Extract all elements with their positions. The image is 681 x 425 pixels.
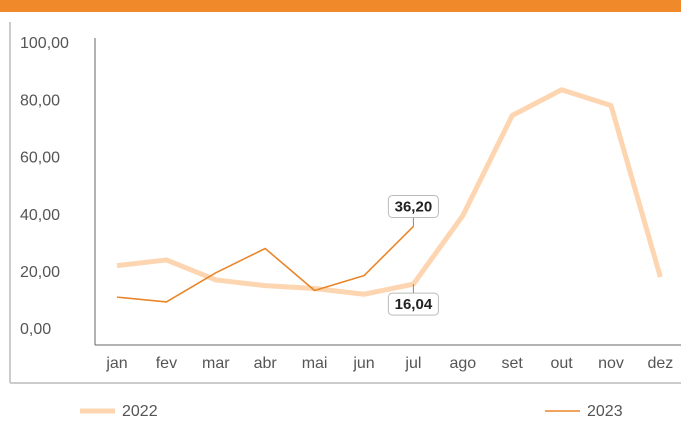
series-line xyxy=(116,225,414,303)
x-tick-label: mai xyxy=(302,355,328,372)
legend-label: 2023 xyxy=(587,403,623,420)
x-tick-label: abr xyxy=(254,355,278,372)
y-tick-label: 40,00 xyxy=(20,207,60,224)
top-bar xyxy=(0,0,681,12)
x-tick-label: set xyxy=(502,355,524,372)
y-tick-label: 100,00 xyxy=(20,35,69,52)
x-tick-label: ago xyxy=(449,355,476,372)
y-tick-label: 60,00 xyxy=(20,150,60,167)
y-tick-label: 0,00 xyxy=(20,321,51,338)
x-tick-label: out xyxy=(550,355,573,372)
x-tick-label: nov xyxy=(598,355,624,372)
x-tick-label: fev xyxy=(156,355,177,372)
y-tick-label: 80,00 xyxy=(20,92,60,109)
series-line xyxy=(116,87,663,297)
label-box xyxy=(387,194,439,218)
data-label: 36,20 xyxy=(395,198,433,215)
y-tick-label: 20,00 xyxy=(20,264,60,281)
x-tick-label: jul xyxy=(404,355,421,372)
label-box xyxy=(387,292,439,316)
x-tick-label: dez xyxy=(648,355,674,372)
x-tick-label: mar xyxy=(202,355,230,372)
x-tick-label: jun xyxy=(352,355,374,372)
legend-label: 2022 xyxy=(122,403,158,420)
data-label: 16,04 xyxy=(395,296,433,313)
x-tick-label: jan xyxy=(105,355,127,372)
